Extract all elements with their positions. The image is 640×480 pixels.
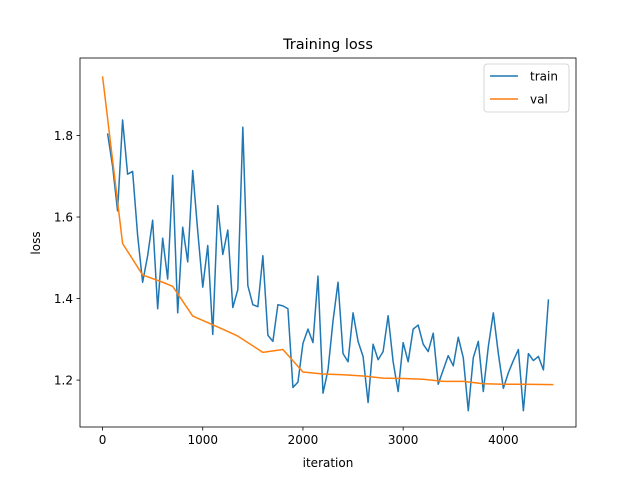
x-tick-label: 2000 xyxy=(288,433,319,447)
y-axis-label: loss xyxy=(29,231,43,254)
series-line-train xyxy=(106,119,550,412)
chart-title: Training loss xyxy=(282,37,373,53)
series-layer xyxy=(101,76,554,412)
x-axis-label: iteration xyxy=(303,456,354,470)
legend: train val xyxy=(483,63,570,113)
x-tick-label: 3000 xyxy=(388,433,419,447)
y-tick-label: 1.8 xyxy=(54,129,73,143)
y-tick-label: 1.6 xyxy=(54,211,73,225)
x-tick-label: 1000 xyxy=(187,433,218,447)
legend-label-train: train xyxy=(530,70,558,84)
x-tick-label: 4000 xyxy=(488,433,519,447)
legend-label-val: val xyxy=(530,93,548,107)
x-tick-label: 0 xyxy=(99,433,107,447)
ticks-layer: 0 1000 2000 3000 4000 1.2 1.4 1.6 1.8 xyxy=(54,129,519,447)
y-tick-label: 1.4 xyxy=(54,292,73,306)
y-tick-label: 1.2 xyxy=(54,374,73,388)
series-line-val xyxy=(101,76,554,386)
plot-frame xyxy=(79,57,577,428)
